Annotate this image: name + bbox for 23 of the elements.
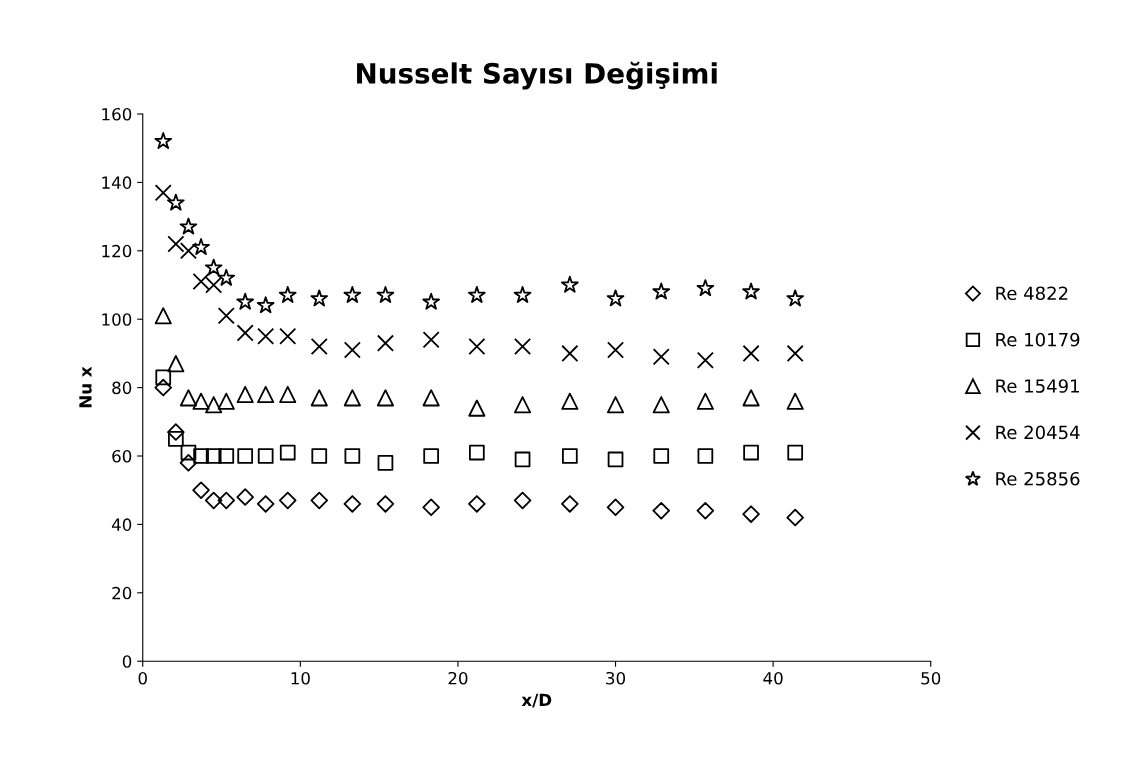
legend-label: Re 10179	[996, 332, 1080, 347]
chart-title: Nusselt Sayısı Değişimi	[357, 61, 717, 90]
x-axis-title: x/D	[521, 693, 552, 708]
x-tick-label: 40	[763, 671, 783, 685]
y-axis-title: Nu x	[79, 366, 92, 408]
y-tick-label: 80	[112, 381, 132, 395]
x-tick-label: 0	[138, 671, 147, 685]
legend-label: Re 15491	[996, 379, 1079, 393]
x-tick-label: 10	[291, 671, 310, 685]
y-tick-label: 140	[102, 176, 132, 189]
y-tick-label: 40	[111, 518, 132, 531]
y-tick-label: 20	[112, 586, 132, 600]
y-tick-label: 100	[102, 313, 132, 326]
legend-label: Re 25856	[996, 471, 1080, 486]
y-tick-label: 120	[102, 244, 132, 258]
legend-label: Re 20454	[996, 425, 1080, 440]
x-tick-label: 20	[448, 671, 468, 685]
x-tick-label: 50	[921, 671, 941, 685]
legend-label: Re 4822	[996, 286, 1068, 301]
y-tick-label: 60	[112, 449, 132, 463]
x-tick-label: 30	[606, 671, 626, 685]
y-tick-label: 0	[122, 655, 132, 668]
y-tick-label: 160	[102, 107, 132, 121]
